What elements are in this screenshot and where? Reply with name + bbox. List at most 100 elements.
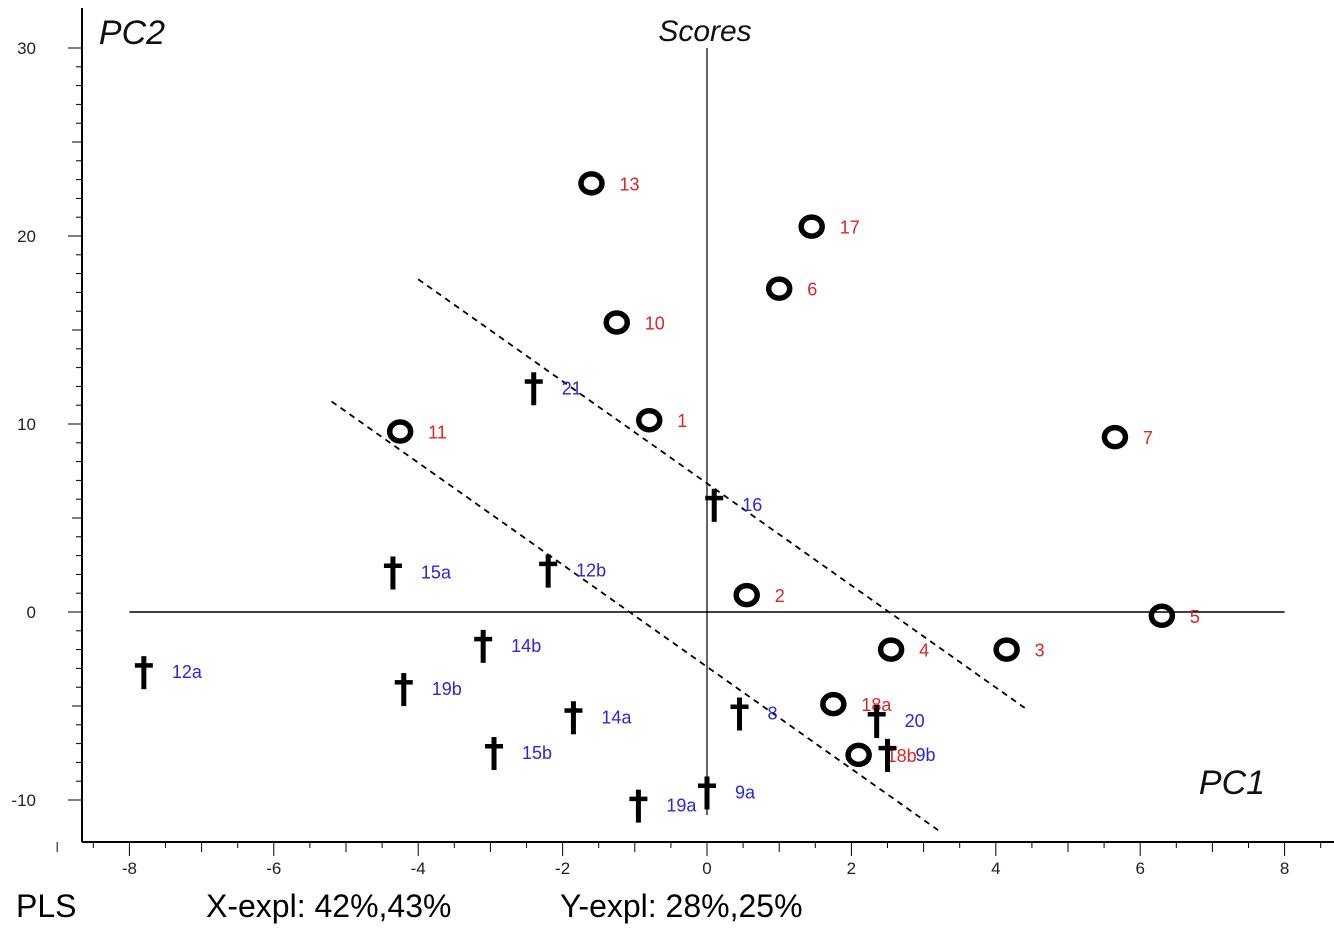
dagger-bar xyxy=(485,744,504,749)
point-label: 10 xyxy=(645,313,665,333)
points-layer: 13176101117254318a18b211615a12b14b12a19b… xyxy=(134,171,1200,823)
dagger-stem xyxy=(390,556,396,590)
point-label: 12a xyxy=(172,662,203,682)
method-label: PLS xyxy=(16,888,77,924)
dagger-point-marker xyxy=(878,738,897,772)
dagger-bar xyxy=(878,745,897,751)
point-label: 12b xyxy=(576,561,606,581)
o-point-marker xyxy=(820,691,847,717)
dashed-separator-line xyxy=(331,400,939,831)
dagger-stem xyxy=(401,673,407,707)
point-label: 17 xyxy=(840,218,860,238)
dagger-stem xyxy=(874,705,880,739)
o-point-marker xyxy=(733,582,760,608)
dagger-point-marker xyxy=(564,701,583,735)
x-tick-label: -6 xyxy=(266,859,281,878)
dagger-point-marker xyxy=(867,705,886,739)
point-label: 13 xyxy=(619,174,639,194)
dagger-bar xyxy=(383,563,402,569)
o-point-marker xyxy=(386,419,414,444)
x-explained-label: X-expl: 42%,43% xyxy=(206,888,452,924)
dagger-bar xyxy=(564,708,583,713)
point-label: 16 xyxy=(742,495,762,515)
axes-layer: -10 0 10 20 30 -8 -6 -4 -2 0 2 4 6 8 xyxy=(11,8,1334,878)
dagger-point-marker xyxy=(705,488,724,522)
o-point-marker xyxy=(1148,603,1176,629)
point-label: 4 xyxy=(919,641,929,661)
y-axis-label: PC2 xyxy=(99,14,165,52)
o-point-marker xyxy=(798,214,825,239)
chart-title: Scores xyxy=(658,15,751,48)
dagger-point-marker xyxy=(539,554,558,588)
dagger-stem xyxy=(570,701,576,735)
dagger-bar xyxy=(629,796,648,802)
dashed-separator-line xyxy=(417,278,1026,709)
dagger-bar xyxy=(698,783,716,788)
o-point-marker xyxy=(877,637,905,662)
point-label: 1 xyxy=(677,411,687,431)
point-label: 5 xyxy=(1190,607,1200,627)
x-tick-label: 0 xyxy=(702,859,711,878)
point-label: 14b xyxy=(511,636,541,656)
dagger-point-marker xyxy=(730,697,749,731)
dagger-point-marker xyxy=(474,629,493,663)
dagger-stem xyxy=(885,738,890,772)
dagger-bar xyxy=(730,704,749,710)
x-tick-label: 8 xyxy=(1280,859,1289,878)
x-tick-label: 4 xyxy=(991,859,1000,878)
o-point-marker xyxy=(993,637,1020,662)
dagger-bar xyxy=(394,680,413,685)
x-tick-label: -2 xyxy=(555,859,570,878)
dagger-stem xyxy=(635,789,641,823)
dagger-stem xyxy=(711,488,717,522)
dagger-bar xyxy=(867,712,886,717)
point-label: 7 xyxy=(1143,428,1153,448)
x-tick-label: 6 xyxy=(1135,859,1144,878)
dagger-bar xyxy=(134,663,153,668)
x-tick-label: 2 xyxy=(847,859,856,878)
point-label: 3 xyxy=(1035,641,1045,661)
dagger-point-marker xyxy=(524,372,543,406)
point-label: 2 xyxy=(775,586,785,606)
dashed-lines-layer xyxy=(331,278,1026,831)
o-point-marker xyxy=(845,742,872,768)
x-axis-label: PC1 xyxy=(1199,764,1265,802)
dagger-stem xyxy=(141,656,147,690)
y-tick-label: 20 xyxy=(17,227,36,246)
point-label: 6 xyxy=(807,280,817,300)
point-label: 8 xyxy=(767,704,777,724)
x-tick-label: -8 xyxy=(122,859,137,878)
dagger-point-marker xyxy=(134,656,153,690)
o-point-marker xyxy=(1101,424,1129,450)
point-label: 9a xyxy=(735,782,756,802)
point-label: 21 xyxy=(562,378,582,398)
point-label: 18b xyxy=(887,746,917,766)
y-tick-label: -10 xyxy=(11,791,36,810)
o-point-marker xyxy=(765,276,793,301)
o-point-marker xyxy=(635,407,663,433)
y-tick-label: 30 xyxy=(17,39,36,58)
dagger-point-marker xyxy=(629,789,648,823)
point-label: 20 xyxy=(905,711,925,731)
dagger-stem xyxy=(736,697,742,731)
point-label: 19a xyxy=(666,796,697,816)
dagger-bar xyxy=(539,561,558,567)
o-point-marker xyxy=(603,310,630,335)
dagger-point-marker xyxy=(485,737,504,770)
dagger-stem xyxy=(531,372,537,406)
dagger-stem xyxy=(545,554,551,588)
point-label: 15b xyxy=(522,743,552,763)
point-label: 11 xyxy=(428,423,447,443)
dagger-bar xyxy=(474,636,493,642)
point-label: 9b xyxy=(916,745,936,765)
x-tick-label: -4 xyxy=(411,859,426,878)
y-tick-label: 10 xyxy=(17,415,36,434)
o-point-marker xyxy=(578,171,605,196)
y-tick-label: 0 xyxy=(27,603,36,622)
dagger-bar xyxy=(705,495,724,501)
point-label: 14a xyxy=(601,707,632,727)
dagger-stem xyxy=(491,737,497,770)
dagger-point-marker xyxy=(394,673,413,707)
